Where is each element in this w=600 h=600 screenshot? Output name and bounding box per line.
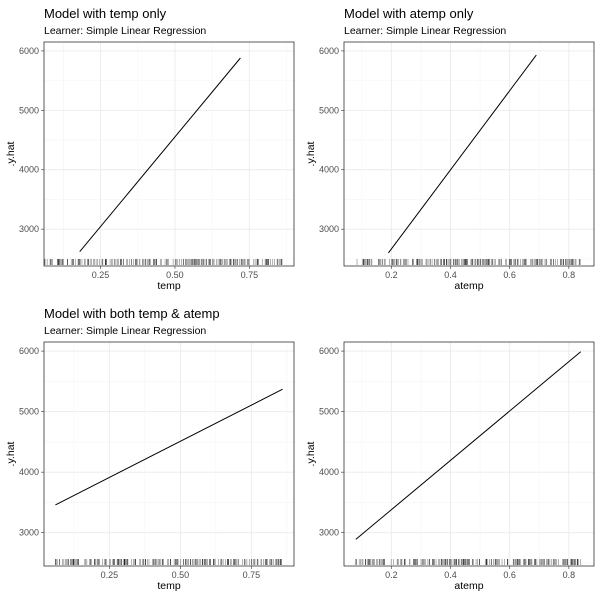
x-tick-label: 0.6 <box>503 570 516 580</box>
x-tick-label: 0.2 <box>385 270 398 280</box>
chart-subtitle: Learner: Simple Linear Regression <box>344 25 506 37</box>
y-axis-label: .y.hat <box>5 441 17 466</box>
rug-marks <box>55 559 282 565</box>
y-tick-label: 4000 <box>19 165 39 175</box>
series-line <box>79 57 241 253</box>
panel-2: Model with atemp only Learner: Simple Lin… <box>305 6 595 292</box>
x-tick-label: 0.25 <box>92 270 110 280</box>
panel-3: Model with both temp & atemp Learner: Sim… <box>5 306 295 592</box>
y-tick-label: 6000 <box>19 46 39 56</box>
x-tick-label: 0.50 <box>166 270 184 280</box>
y-tick-label: 6000 <box>319 46 339 56</box>
x-axis-label: atemp <box>454 580 483 592</box>
x-tick-label: 0.8 <box>563 570 576 580</box>
x-axis-label: temp <box>157 280 181 292</box>
x-tick-label: 0.6 <box>503 270 516 280</box>
y-tick-label: 4000 <box>319 467 339 477</box>
x-tick-label: 0.2 <box>385 570 398 580</box>
y-tick-label: 3000 <box>19 528 39 538</box>
rug-marks <box>44 259 283 265</box>
y-tick-label: 3000 <box>319 528 339 538</box>
y-axis-label: .y.hat <box>305 141 317 166</box>
panel-frame <box>43 41 295 267</box>
y-tick-label: 5000 <box>319 407 339 417</box>
x-tick-label: 0.4 <box>444 270 457 280</box>
panel-1: Model with temp only Learner: Simple Line… <box>5 6 295 292</box>
x-tick-label: 0.8 <box>563 270 576 280</box>
y-tick-label: 3000 <box>19 224 39 234</box>
y-tick-label: 6000 <box>319 346 339 356</box>
y-tick-label: 6000 <box>19 346 39 356</box>
x-tick-label: 0.50 <box>172 570 190 580</box>
chart-subtitle: Learner: Simple Linear Regression <box>44 25 206 37</box>
y-axis-label: .y.hat <box>305 441 317 466</box>
x-tick-label: 0.4 <box>444 570 457 580</box>
series-line <box>355 351 582 540</box>
y-tick-label: 4000 <box>319 165 339 175</box>
panel-frame <box>343 41 595 267</box>
panel-frame <box>43 341 295 567</box>
x-tick-label: 0.75 <box>243 570 261 580</box>
x-axis-label: temp <box>157 580 181 592</box>
chart-title: Model with both temp & atemp <box>44 306 220 321</box>
panel-4: 0.2 0.4 0.6 0.8 3000 4000 5000 6000 atemp .y.hat <box>305 341 595 592</box>
y-tick-label: 5000 <box>19 407 39 417</box>
y-tick-label: 4000 <box>19 467 39 477</box>
y-tick-label: 5000 <box>19 105 39 115</box>
chart-subtitle: Learner: Simple Linear Regression <box>44 325 206 337</box>
x-tick-label: 0.75 <box>241 270 259 280</box>
panel-frame <box>343 341 595 567</box>
series-line <box>55 388 283 506</box>
y-tick-label: 5000 <box>319 105 339 115</box>
rug-marks <box>355 559 581 565</box>
chart-title: Model with atemp only <box>344 6 474 21</box>
series-line <box>387 54 537 254</box>
chart-title: Model with temp only <box>44 6 167 21</box>
rug-marks <box>356 259 581 265</box>
x-axis-label: atemp <box>454 280 483 292</box>
y-tick-label: 3000 <box>319 224 339 234</box>
y-axis-label: .y.hat <box>5 141 17 166</box>
x-tick-label: 0.25 <box>101 570 119 580</box>
